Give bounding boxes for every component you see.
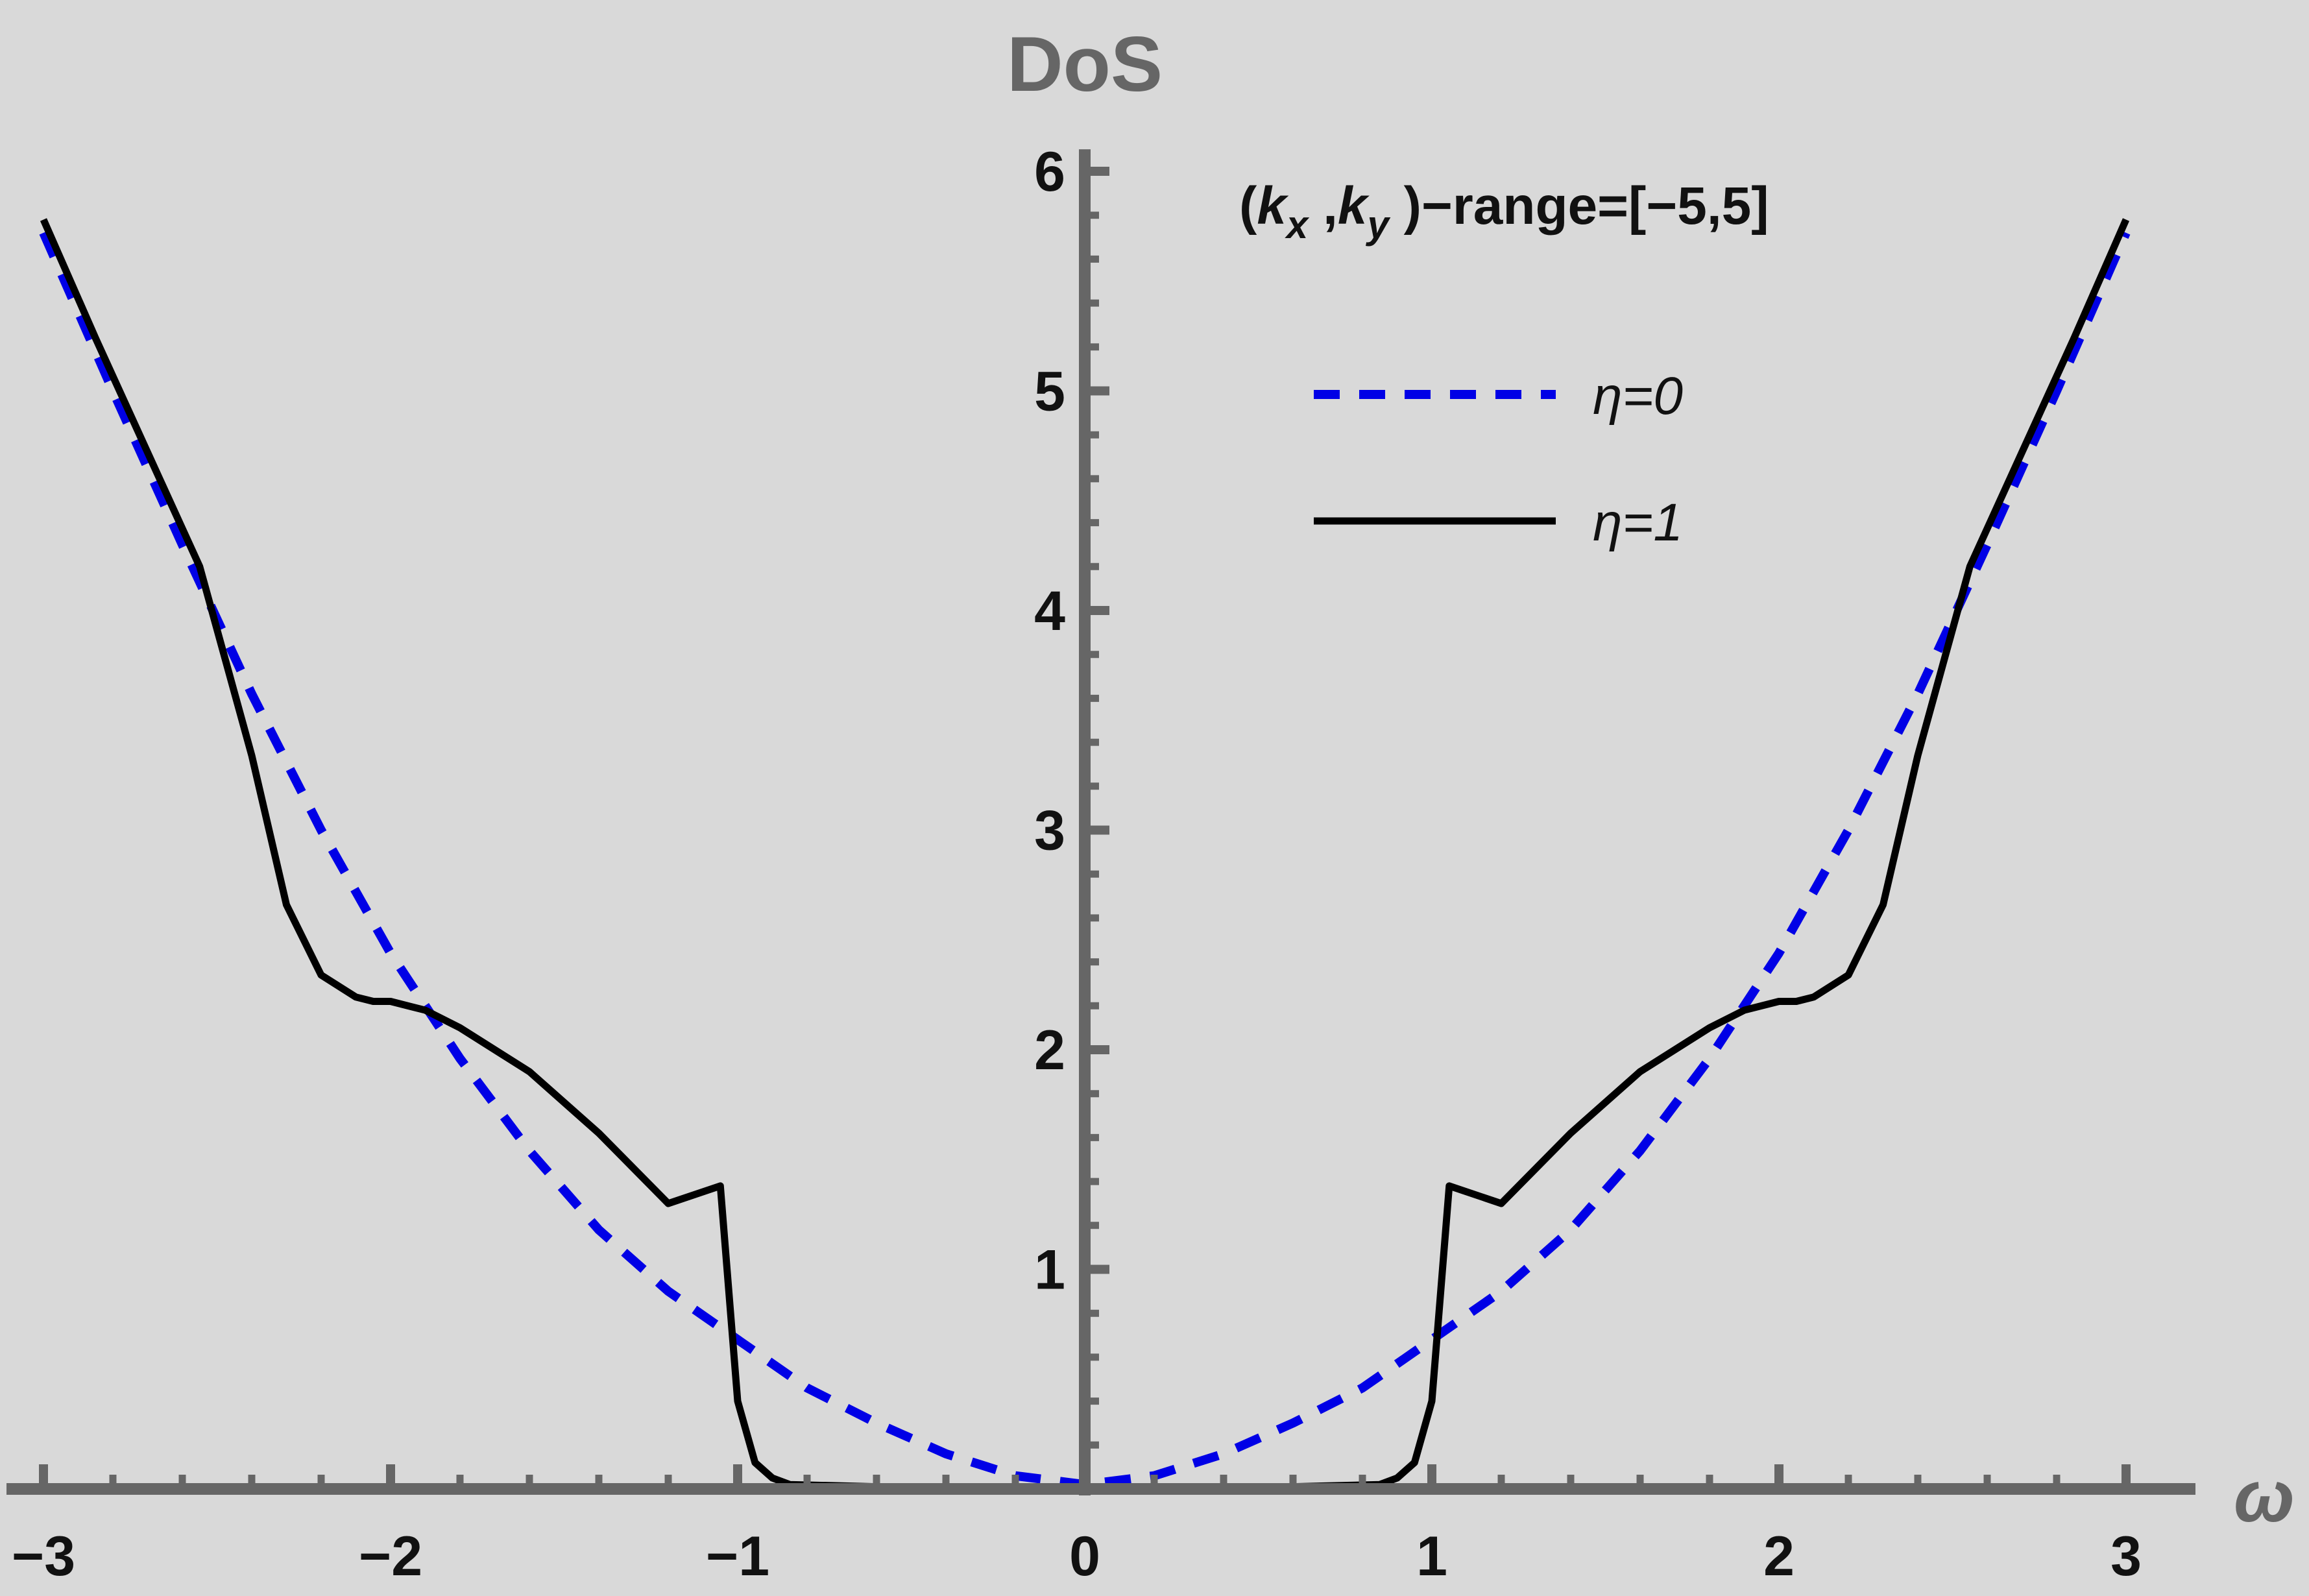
y-tick-label: 1 xyxy=(1034,1239,1065,1301)
annotation-ky: k xyxy=(1338,176,1370,236)
x-tick-label: 2 xyxy=(1763,1525,1795,1588)
x-tick-label: 1 xyxy=(1416,1525,1447,1588)
y-axis-title: DoS xyxy=(1007,21,1163,108)
y-tick-label: 4 xyxy=(1034,580,1065,642)
legend: η=0 η=1 xyxy=(1314,367,1683,552)
annotation-paren: ( xyxy=(1239,176,1257,236)
x-tick-label: −3 xyxy=(12,1525,75,1588)
x-axis-title: ω xyxy=(2234,1456,2294,1537)
y-tick-label: 2 xyxy=(1034,1019,1065,1082)
x-tick-label: −2 xyxy=(359,1525,422,1588)
legend-eta1-label: η=1 xyxy=(1593,493,1683,552)
annotation-rest: )−range=[−5,5] xyxy=(1389,176,1769,236)
axes xyxy=(6,149,2195,1495)
y-tick-label: 3 xyxy=(1034,800,1065,862)
x-tick-label: 0 xyxy=(1069,1525,1100,1588)
annotation-sep: , xyxy=(1308,176,1338,236)
y-tick-label: 5 xyxy=(1034,361,1065,423)
x-tick-label: 3 xyxy=(2110,1525,2142,1588)
legend-eta0-label: η=0 xyxy=(1593,367,1683,426)
y-tick-label: 6 xyxy=(1034,141,1065,203)
range-annotation: (kx ,ky )−range=[−5,5] xyxy=(1239,176,1769,247)
annotation-kx-sub: x xyxy=(1285,203,1310,247)
x-tick-label: −1 xyxy=(706,1525,769,1588)
annotation-ky-sub: y xyxy=(1365,203,1390,247)
annotation-kx: k xyxy=(1257,176,1289,236)
